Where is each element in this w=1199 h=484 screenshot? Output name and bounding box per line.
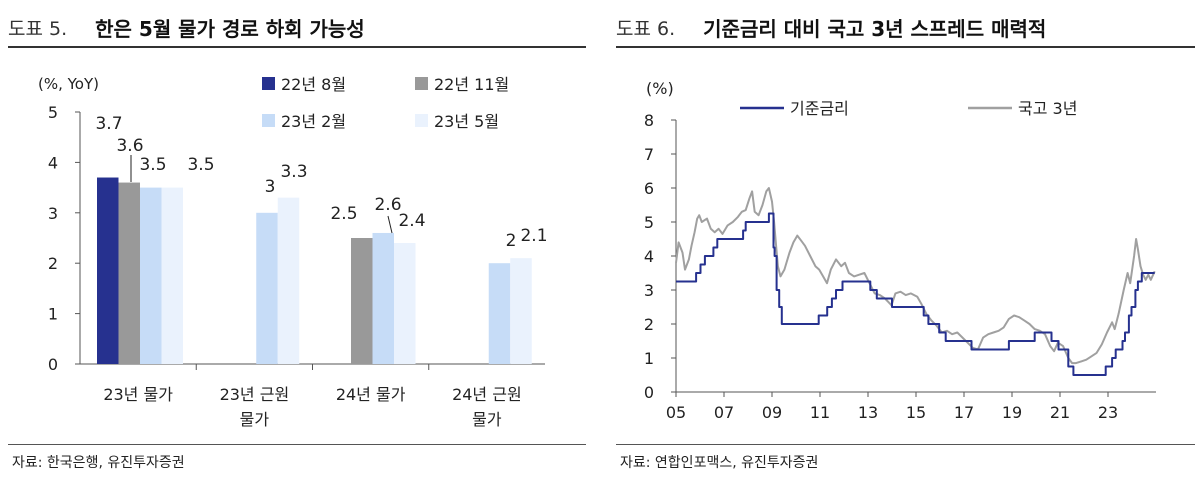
right-figure-title: 기준금리 대비 국고 3년 스프레드 매력적 xyxy=(703,16,1047,41)
line-x-tick-label: 19 xyxy=(1002,403,1022,422)
bar-data-label: 2.5 xyxy=(330,204,357,224)
line-y-tick-label: 1 xyxy=(644,349,654,368)
bar xyxy=(161,187,183,364)
bar-data-label: 2.4 xyxy=(398,211,425,231)
left-figure-number: 도표 5. xyxy=(8,17,68,40)
line-series-ktb-3y xyxy=(675,187,1156,365)
bar xyxy=(97,177,119,364)
bar-data-label: 2 xyxy=(506,231,517,251)
right-figure-number: 도표 6. xyxy=(616,17,676,40)
bar-y-tick-label: 1 xyxy=(48,305,58,324)
bar-category-label: 24년 근원 xyxy=(452,385,522,404)
line-x-tick-label: 05 xyxy=(666,403,686,422)
line-y-tick-label: 8 xyxy=(644,111,654,130)
line-x-tick-label: 13 xyxy=(858,403,878,422)
line-x-tick-label: 21 xyxy=(1050,403,1070,422)
line-y-tick-label: 7 xyxy=(644,145,654,164)
bar-y-tick-label: 5 xyxy=(48,103,58,122)
line-legend-label: 기준금리 xyxy=(790,99,849,118)
bar-data-label: 3.6 xyxy=(116,136,143,156)
bar xyxy=(118,182,140,364)
bar xyxy=(488,263,511,364)
line-x-tick-label: 11 xyxy=(810,403,830,422)
bar-data-label: 2.6 xyxy=(374,195,401,215)
line-y-tick-label: 3 xyxy=(644,281,654,300)
bar-category-label: 23년 근원 xyxy=(220,385,290,404)
bar xyxy=(140,187,162,364)
left-chart-panel: 도표 5. 한은 5월 물가 경로 하회 가능성 (%, YoY) 0 1 2 3 4 5 3… xyxy=(0,0,590,484)
bar-data-label: 3.5 xyxy=(139,155,166,175)
line-x-tick-label: 09 xyxy=(762,403,782,422)
line-y-tick-label: 4 xyxy=(644,247,654,266)
bar-legend-swatch xyxy=(415,114,428,127)
right-source-note: 자료: 연합인포맥스, 유진투자증권 xyxy=(616,444,1195,479)
line-x-tick-label: 23 xyxy=(1098,403,1118,422)
left-figure-title: 한은 5월 물가 경로 하회 가능성 xyxy=(95,16,365,41)
bar-unit-label: (%, YoY) xyxy=(38,75,99,93)
bar xyxy=(394,243,416,364)
line-x-tick-label: 07 xyxy=(714,403,734,422)
bar-data-label: 3.3 xyxy=(280,162,307,182)
bar-legend-swatch xyxy=(262,114,275,127)
line-unit-label: (%) xyxy=(646,79,674,98)
bar-y-tick-label: 4 xyxy=(48,153,58,172)
bar xyxy=(256,212,278,364)
right-chart-panel: 도표 6. 기준금리 대비 국고 3년 스프레드 매력적 (%) 0 1 2 3 4 5 6 7… xyxy=(608,0,1199,484)
bar xyxy=(372,232,394,364)
bar-y-tick-label: 0 xyxy=(48,355,58,374)
bar xyxy=(351,238,373,364)
bar xyxy=(277,197,300,364)
bar-y-tick-label: 2 xyxy=(48,254,58,273)
bar-legend-swatch xyxy=(415,77,428,90)
left-title-bar: 도표 5. 한은 5월 물가 경로 하회 가능성 xyxy=(8,8,586,48)
line-x-tick-label: 17 xyxy=(954,403,974,422)
bar xyxy=(510,258,532,364)
line-y-tick-label: 2 xyxy=(644,315,654,334)
bar-legend-swatch xyxy=(262,77,275,90)
bar-category-label: 23년 물가 xyxy=(103,385,173,404)
line-legend-label: 국고 3년 xyxy=(1018,99,1077,118)
bar-y-tick-label: 3 xyxy=(48,204,58,223)
bar-data-label: 3 xyxy=(265,177,276,197)
bar-data-label: 3.7 xyxy=(95,114,122,134)
line-x-tick-label: 15 xyxy=(906,403,926,422)
line-y-tick-label: 6 xyxy=(644,179,654,198)
bar-legend-label: 22년 8월 xyxy=(281,75,346,94)
bar-data-label: 3.5 xyxy=(187,155,214,175)
bar-label-leader xyxy=(387,215,393,234)
bar-category-label: 물가 xyxy=(472,410,502,429)
left-source-note: 자료: 한국은행, 유진투자증권 xyxy=(8,444,586,479)
line-y-tick-label: 5 xyxy=(644,213,654,232)
bar-data-label: 2.1 xyxy=(520,226,547,246)
bar-legend-label: 23년 5월 xyxy=(434,112,499,131)
bar-category-label: 24년 물가 xyxy=(336,385,406,404)
bar-category-label: 물가 xyxy=(240,410,270,429)
line-series-base-rate xyxy=(676,212,1155,376)
bar-legend-label: 23년 2월 xyxy=(281,112,346,131)
bar-legend-label: 22년 11월 xyxy=(434,75,509,94)
right-title-bar: 도표 6. 기준금리 대비 국고 3년 스프레드 매력적 xyxy=(616,8,1195,48)
line-y-tick-label: 0 xyxy=(644,383,654,402)
